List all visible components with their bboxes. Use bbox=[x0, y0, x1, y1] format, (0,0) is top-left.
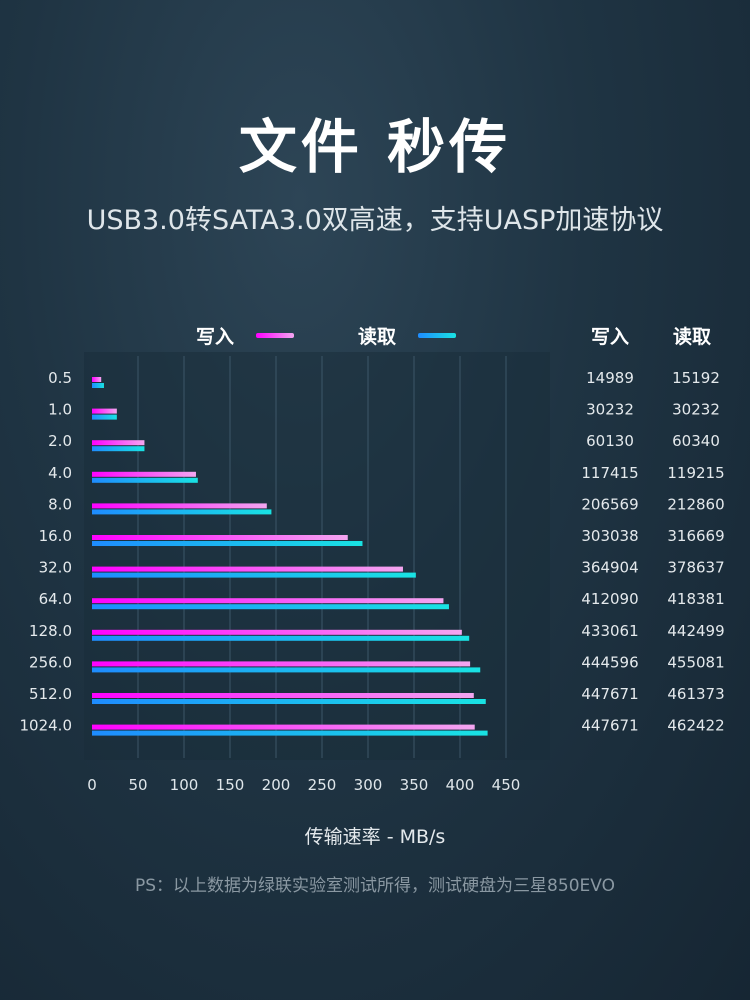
bar-write bbox=[92, 377, 102, 382]
legend-write-swatch bbox=[256, 333, 295, 338]
table-value-write: 60130 bbox=[586, 432, 634, 450]
table-value-write: 447671 bbox=[581, 685, 638, 703]
table-value-read: 462422 bbox=[667, 717, 724, 735]
table-value-write: 206569 bbox=[581, 495, 638, 513]
page-title: 文件 秒传 bbox=[238, 113, 512, 181]
table-value-read: 60340 bbox=[672, 432, 720, 450]
category-label: 128.0 bbox=[29, 622, 72, 640]
table-value-read: 212860 bbox=[667, 495, 724, 513]
legend-read-swatch bbox=[418, 333, 457, 338]
x-tick-label: 300 bbox=[354, 776, 383, 794]
category-label: 16.0 bbox=[39, 527, 72, 545]
labels: 0 50 100 150 200 250 300 350 400 450 0.5 14989 15192… bbox=[20, 369, 725, 794]
table-value-read: 418381 bbox=[667, 590, 724, 608]
page-subtitle: USB3.0转SATA3.0双高速，支持UASP加速协议 bbox=[86, 205, 664, 236]
x-tick-label: 400 bbox=[446, 776, 475, 794]
category-label: 2.0 bbox=[48, 432, 72, 450]
legend-read-label: 读取 bbox=[358, 326, 397, 348]
x-tick-label: 250 bbox=[308, 776, 337, 794]
legend-write-label: 写入 bbox=[196, 326, 235, 348]
bar-write bbox=[92, 535, 348, 540]
x-tick-label: 50 bbox=[128, 776, 147, 794]
bar-write bbox=[92, 629, 462, 635]
bar-write bbox=[92, 598, 444, 604]
x-tick-label: 450 bbox=[492, 776, 521, 794]
bar-write bbox=[92, 724, 475, 730]
table-value-read: 442499 bbox=[667, 622, 724, 640]
legend-read: 读取 bbox=[358, 322, 457, 349]
bar-read bbox=[92, 699, 486, 704]
category-label: 0.5 bbox=[48, 369, 72, 387]
bar-write bbox=[92, 408, 117, 414]
category-label: 1024.0 bbox=[20, 717, 73, 735]
x-axis-label: 传输速率 - MB/s bbox=[304, 826, 446, 848]
table-value-write: 303038 bbox=[581, 527, 638, 545]
table-value-write: 433061 bbox=[581, 622, 638, 640]
table-value-write: 364904 bbox=[581, 559, 638, 577]
category-label: 256.0 bbox=[29, 653, 72, 671]
category-label: 8.0 bbox=[48, 495, 72, 513]
bar-write bbox=[92, 503, 267, 509]
bar-read bbox=[92, 635, 470, 641]
table-value-read: 461373 bbox=[667, 685, 724, 703]
table-value-write: 14989 bbox=[586, 369, 634, 387]
category-label: 64.0 bbox=[39, 590, 72, 608]
bar-write bbox=[92, 693, 474, 698]
bar-read bbox=[92, 730, 488, 736]
footnote: PS：以上数据为绿联实验室测试所得，测试硬盘为三星850EVO bbox=[135, 876, 615, 896]
plot-area bbox=[84, 352, 550, 760]
bar-read bbox=[92, 667, 481, 673]
bar-read bbox=[92, 477, 198, 483]
table-value-write: 444596 bbox=[581, 653, 638, 671]
x-tick-label: 100 bbox=[170, 776, 199, 794]
bar-read bbox=[92, 604, 449, 610]
bar-read bbox=[92, 383, 104, 388]
legend-write: 写入 bbox=[196, 322, 295, 349]
x-tick-label: 200 bbox=[262, 776, 291, 794]
category-label: 4.0 bbox=[48, 464, 72, 482]
table-value-write: 412090 bbox=[581, 590, 638, 608]
bars bbox=[92, 377, 488, 736]
category-label: 1.0 bbox=[48, 401, 72, 419]
bar-write bbox=[92, 566, 403, 572]
table-value-read: 316669 bbox=[667, 527, 724, 545]
bar-write bbox=[92, 440, 145, 446]
bar-write bbox=[92, 471, 196, 477]
table-header-read: 读取 bbox=[672, 326, 711, 348]
table-value-read: 15192 bbox=[672, 369, 720, 387]
bar-read bbox=[92, 414, 117, 420]
x-tick-label: 350 bbox=[400, 776, 429, 794]
table-value-read: 30232 bbox=[672, 401, 720, 419]
category-label: 32.0 bbox=[39, 559, 72, 577]
table-value-write: 30232 bbox=[586, 401, 634, 419]
bar-write bbox=[92, 661, 471, 667]
table-value-write: 447671 bbox=[581, 717, 638, 735]
bar-read bbox=[92, 446, 145, 452]
x-tick-label: 0 bbox=[87, 776, 97, 794]
table-value-read: 378637 bbox=[667, 559, 724, 577]
bar-read bbox=[92, 572, 416, 578]
table-header-write: 写入 bbox=[590, 326, 629, 348]
table-value-read: 455081 bbox=[667, 653, 724, 671]
x-tick-label: 150 bbox=[216, 776, 245, 794]
bar-read bbox=[92, 509, 272, 515]
gridlines bbox=[137, 356, 507, 758]
table-value-read: 119215 bbox=[667, 464, 724, 482]
category-label: 512.0 bbox=[29, 685, 72, 703]
bar-read bbox=[92, 541, 363, 546]
table-value-write: 117415 bbox=[581, 464, 638, 482]
